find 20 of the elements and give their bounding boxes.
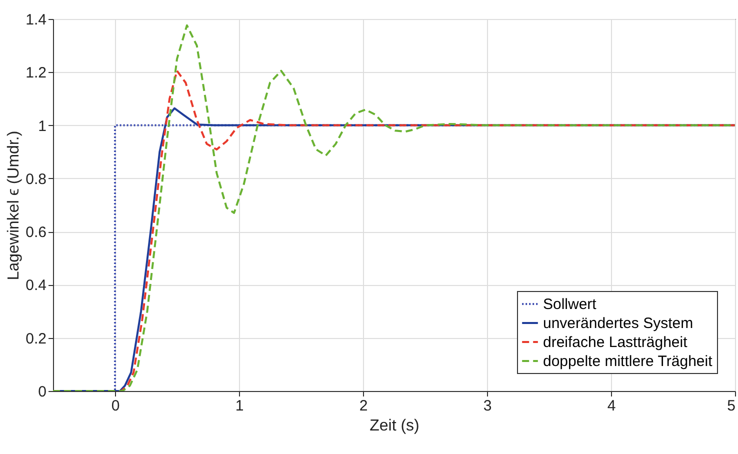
y-tick-label: 0.8 — [26, 170, 46, 188]
y-tick-label: 0.6 — [26, 224, 46, 242]
y-tick-label: 0.2 — [26, 330, 46, 348]
legend-label: unverändertes System — [543, 315, 694, 332]
x-tick-label: 4 — [607, 398, 616, 414]
x-tick-label: 0 — [111, 398, 120, 414]
y-tick-label: 1 — [38, 118, 46, 135]
x-tick-label: 2 — [359, 398, 368, 414]
y-tick-label: 1.2 — [26, 64, 46, 82]
x-axis-title: Zeit (s) — [370, 418, 420, 434]
legend-label: dreifache Lastträgheit — [543, 334, 688, 351]
x-tick-label: 3 — [483, 398, 492, 414]
legend-label: Sollwert — [543, 296, 598, 313]
y-tick-label: 0 — [38, 384, 46, 400]
x-tick-label: 5 — [727, 398, 736, 414]
y-tick-label: 1.4 — [26, 12, 46, 28]
y-axis-title: Lagewinkel ϵ (Umdr.) — [6, 130, 23, 280]
x-tick-label: 1 — [235, 398, 244, 414]
legend-label: doppelte mittlere Trägheit — [543, 353, 714, 370]
y-tick-label: 0.4 — [26, 277, 46, 294]
